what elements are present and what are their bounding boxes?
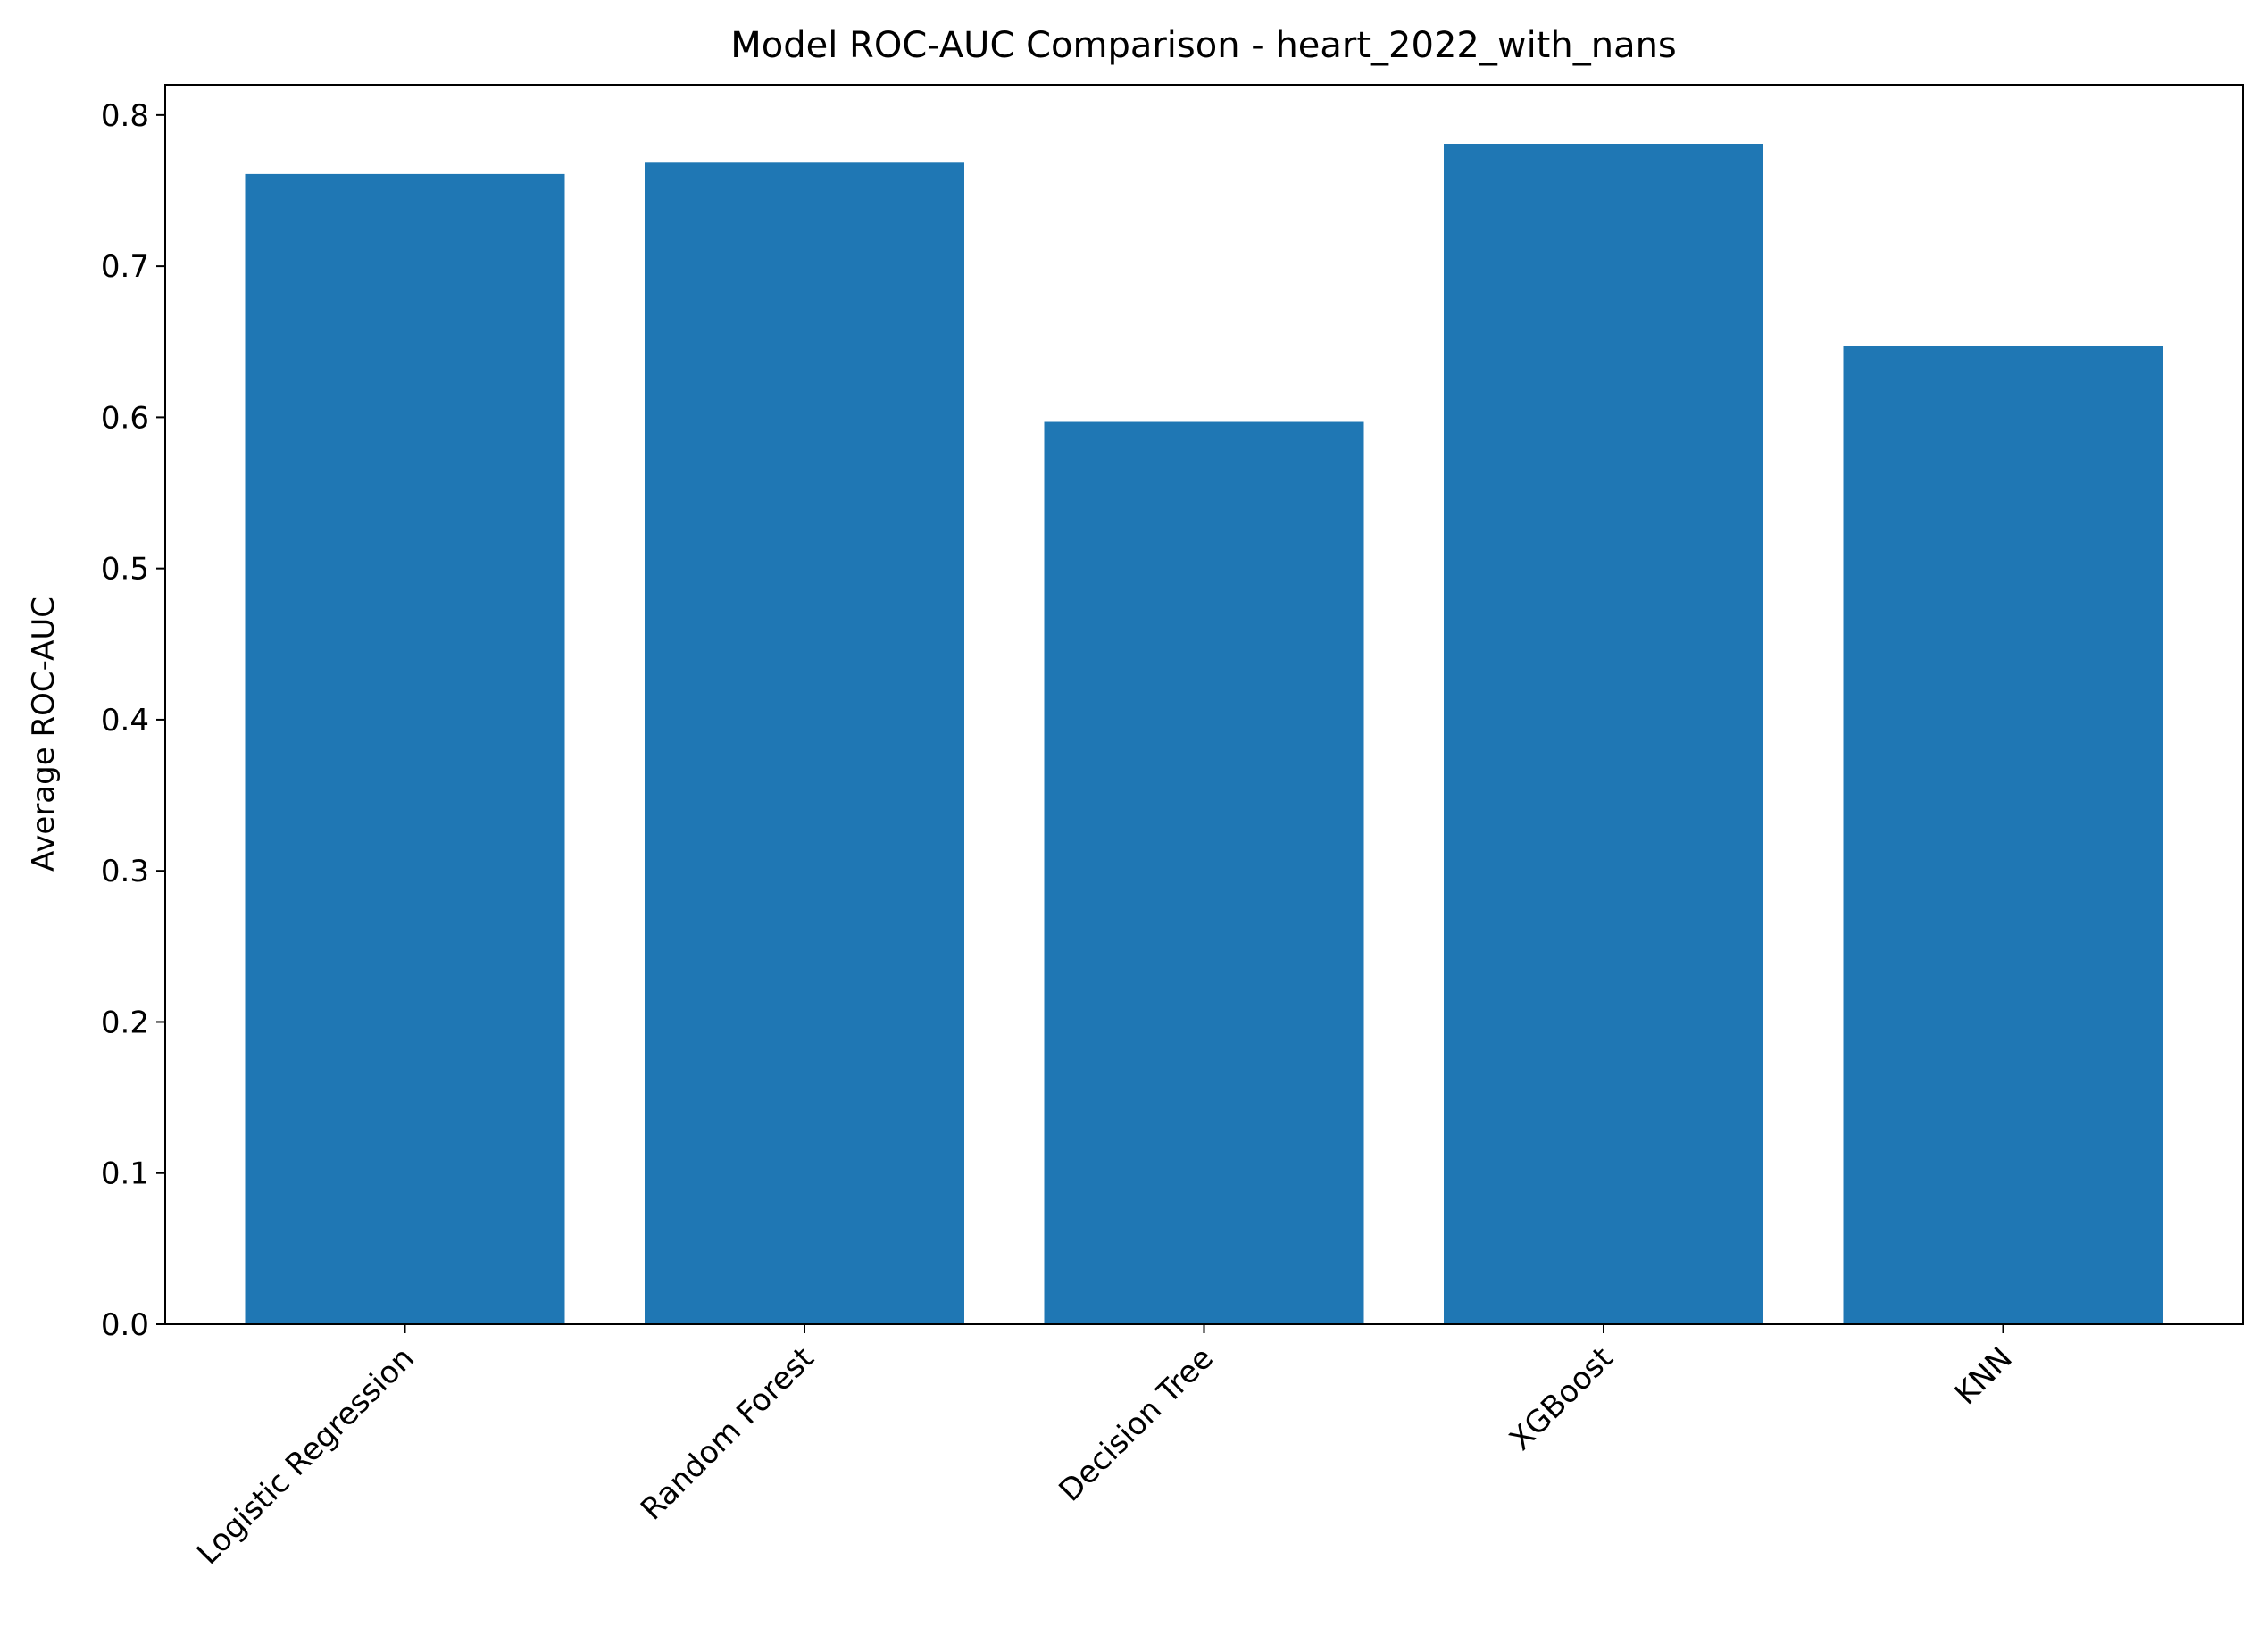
y-tick-label: 0.0 (101, 1307, 149, 1343)
bar-decision-tree (1044, 421, 1364, 1324)
x-tick-label: Decision Tree (1052, 1340, 1220, 1508)
bar-random-forest (645, 162, 964, 1324)
y-tick-label: 0.3 (101, 854, 149, 889)
y-tick-label: 0.5 (101, 552, 149, 588)
bar-knn (1843, 346, 2163, 1324)
x-tick-label: KNN (1948, 1340, 2020, 1412)
y-tick-label: 0.7 (101, 249, 149, 285)
chart-title: Model ROC-AUC Comparison - heart_2022_wi… (730, 25, 1677, 66)
x-tick-label: Logistic Regression (190, 1340, 421, 1572)
x-tick-label: Random Forest (634, 1340, 821, 1527)
bar-logistic-regression (245, 173, 565, 1324)
y-tick-label: 0.6 (101, 400, 149, 436)
y-tick-label: 0.4 (101, 703, 149, 738)
y-tick-label: 0.2 (101, 1005, 149, 1040)
x-tick-label: XGBoost (1503, 1340, 1620, 1457)
y-tick-label: 0.1 (101, 1156, 149, 1192)
plot-frame (164, 84, 2244, 1325)
plot-area: Logistic Regression Random Forest Decision… (101, 84, 2244, 1572)
y-axis-label: Average ROC-AUC (26, 597, 62, 872)
y-tick-label: 0.8 (101, 98, 149, 134)
bar-xgboost (1444, 144, 1763, 1324)
